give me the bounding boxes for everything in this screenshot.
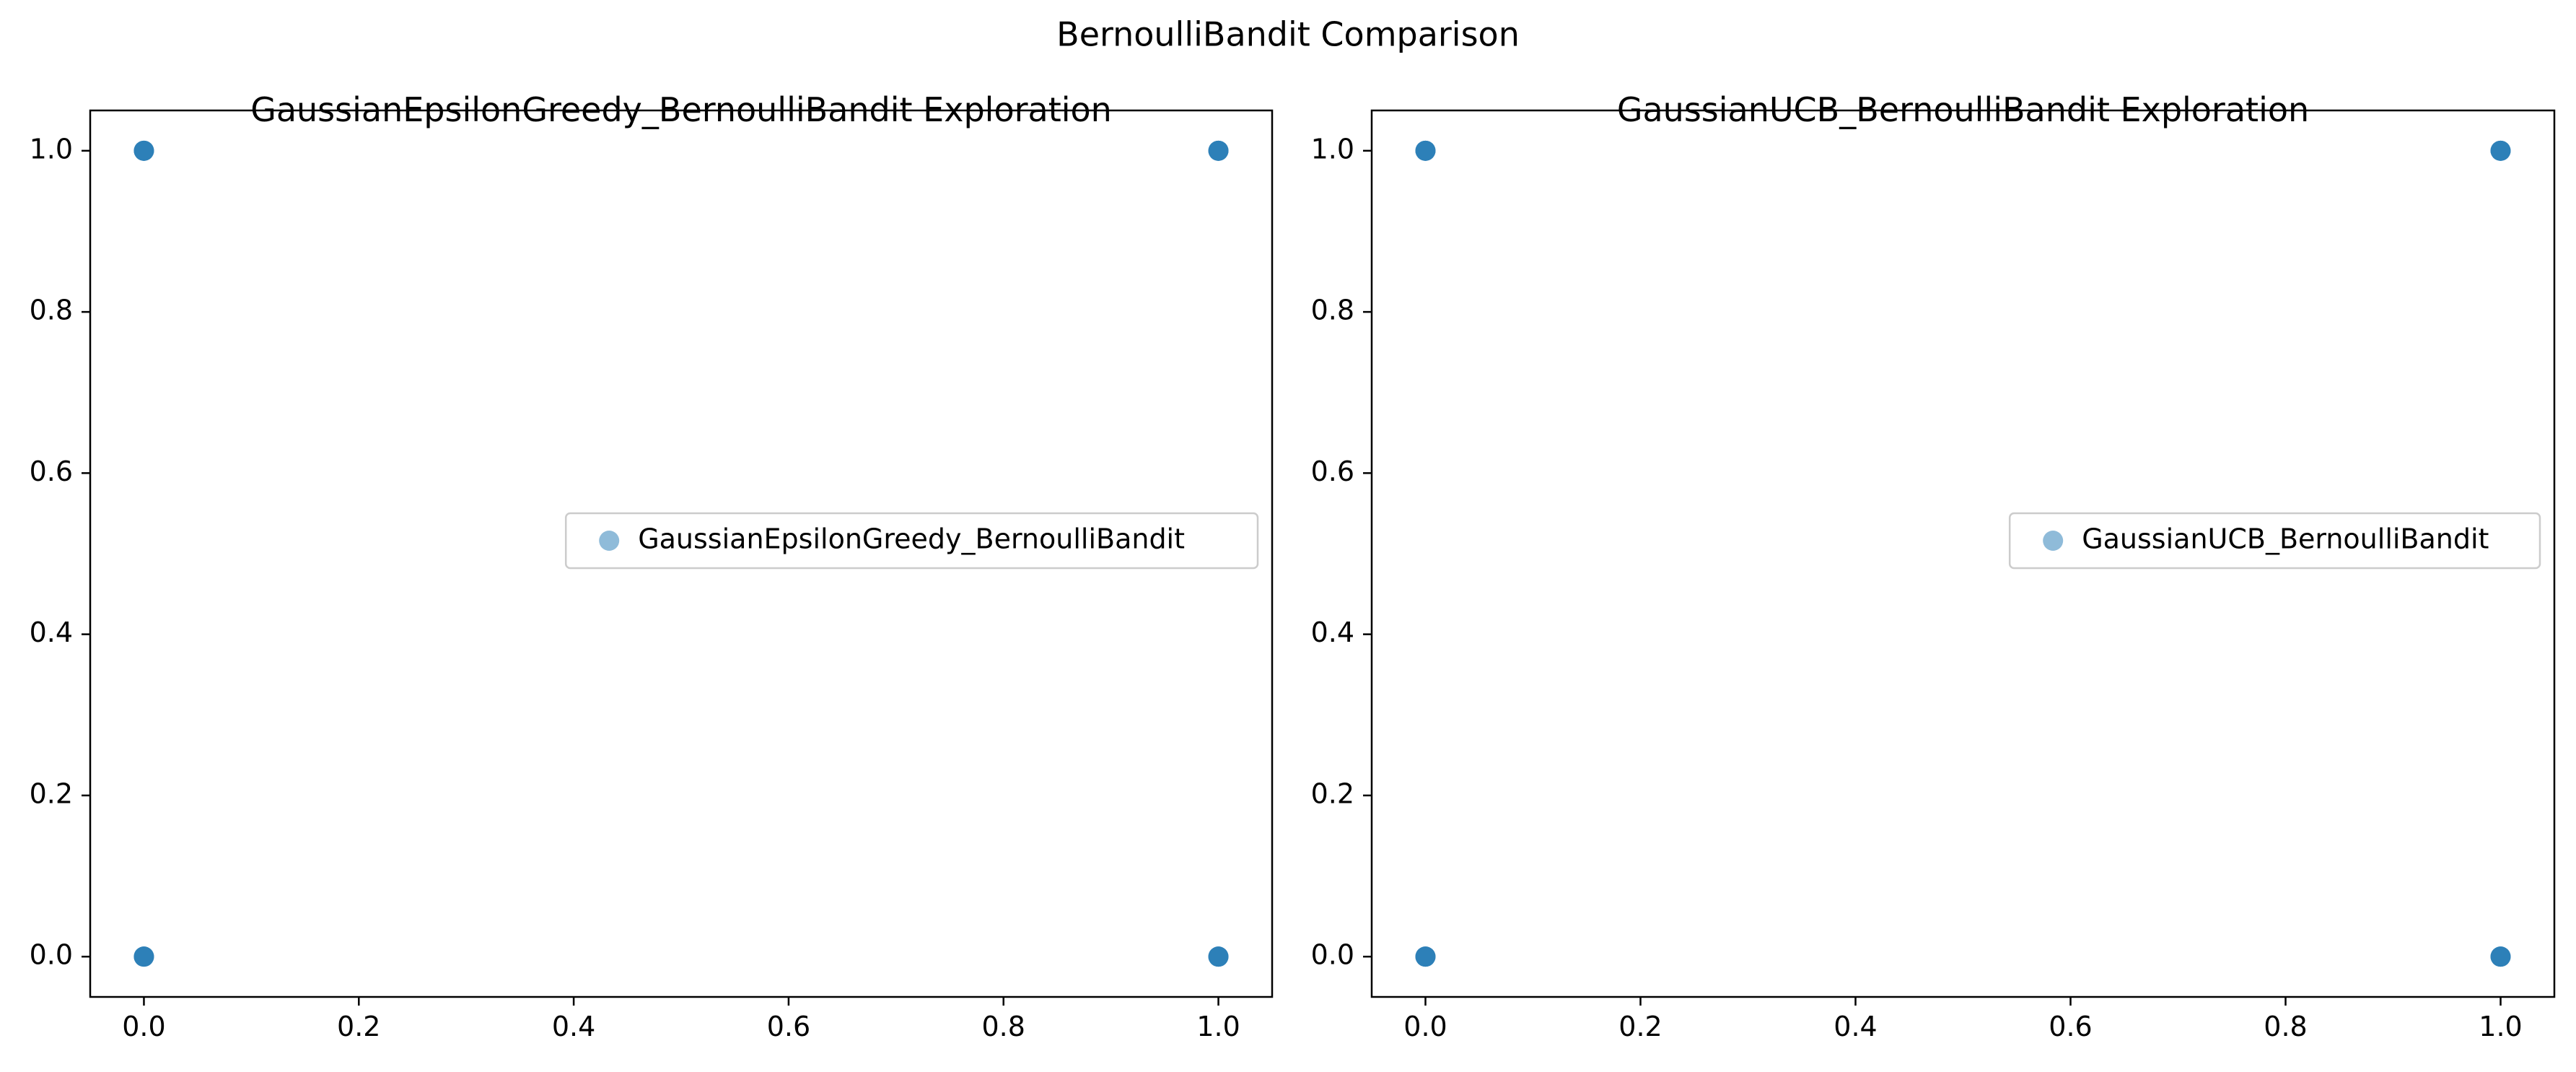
y-tick-label: 0.6 [30,456,73,487]
legend: GaussianUCB_BernoulliBandit [2008,512,2541,570]
subplot-ucb: GaussianUCB_BernoulliBandit Exploration0… [1311,90,2556,1042]
x-tick-label: 0.6 [767,1011,810,1042]
y-tick-label: 1.0 [1311,133,1354,165]
x-tick-label: 0.8 [2264,1011,2307,1042]
x-tick-label: 0.4 [1834,1011,1877,1042]
x-tick-label: 0.6 [2049,1011,2092,1042]
y-tick-label: 0.8 [30,295,73,326]
x-tick-label: 1.0 [2479,1011,2522,1042]
axes-frame [89,109,1274,998]
y-tick-label: 0.0 [1311,939,1354,971]
legend-label: GaussianEpsilonGreedy_BernoulliBandit [638,523,1185,555]
scatter-point [2490,140,2511,161]
legend-label: GaussianUCB_BernoulliBandit [2082,523,2489,555]
x-tick-label: 1.0 [1196,1011,1240,1042]
legend-marker [2043,531,2064,551]
legend-box [564,512,1259,570]
y-tick-label: 0.2 [30,777,73,809]
scatter-point [133,946,154,967]
scatter-point [2490,946,2511,967]
x-tick-label: 0.0 [1403,1011,1447,1042]
scatter-point [1208,140,1229,161]
y-tick-label: 0.0 [30,939,73,971]
y-tick-label: 0.4 [1311,616,1354,648]
y-tick-label: 0.4 [30,616,73,648]
y-tick-label: 0.8 [1311,295,1354,326]
scatter-point [133,140,154,161]
x-tick-label: 0.8 [982,1011,1025,1042]
legend: GaussianEpsilonGreedy_BernoulliBandit [564,512,1259,570]
legend-box [2008,512,2541,570]
x-tick-label: 0.2 [337,1011,380,1042]
scatter-point [1415,946,1436,967]
subplot-epsilon-greedy: GaussianEpsilonGreedy_BernoulliBandit Ex… [30,90,1274,1042]
y-tick-label: 0.6 [1311,456,1354,487]
x-tick-label: 0.0 [122,1011,165,1042]
figure-suptitle: BernoulliBandit Comparison [1056,15,1520,54]
scatter-point [1415,140,1436,161]
legend-marker [599,531,620,551]
axes-frame [1370,109,2556,998]
y-tick-label: 0.2 [1311,777,1354,809]
x-tick-label: 0.4 [552,1011,595,1042]
y-tick-label: 1.0 [30,133,73,165]
x-tick-label: 0.2 [1618,1011,1662,1042]
scatter-point [1208,946,1229,967]
